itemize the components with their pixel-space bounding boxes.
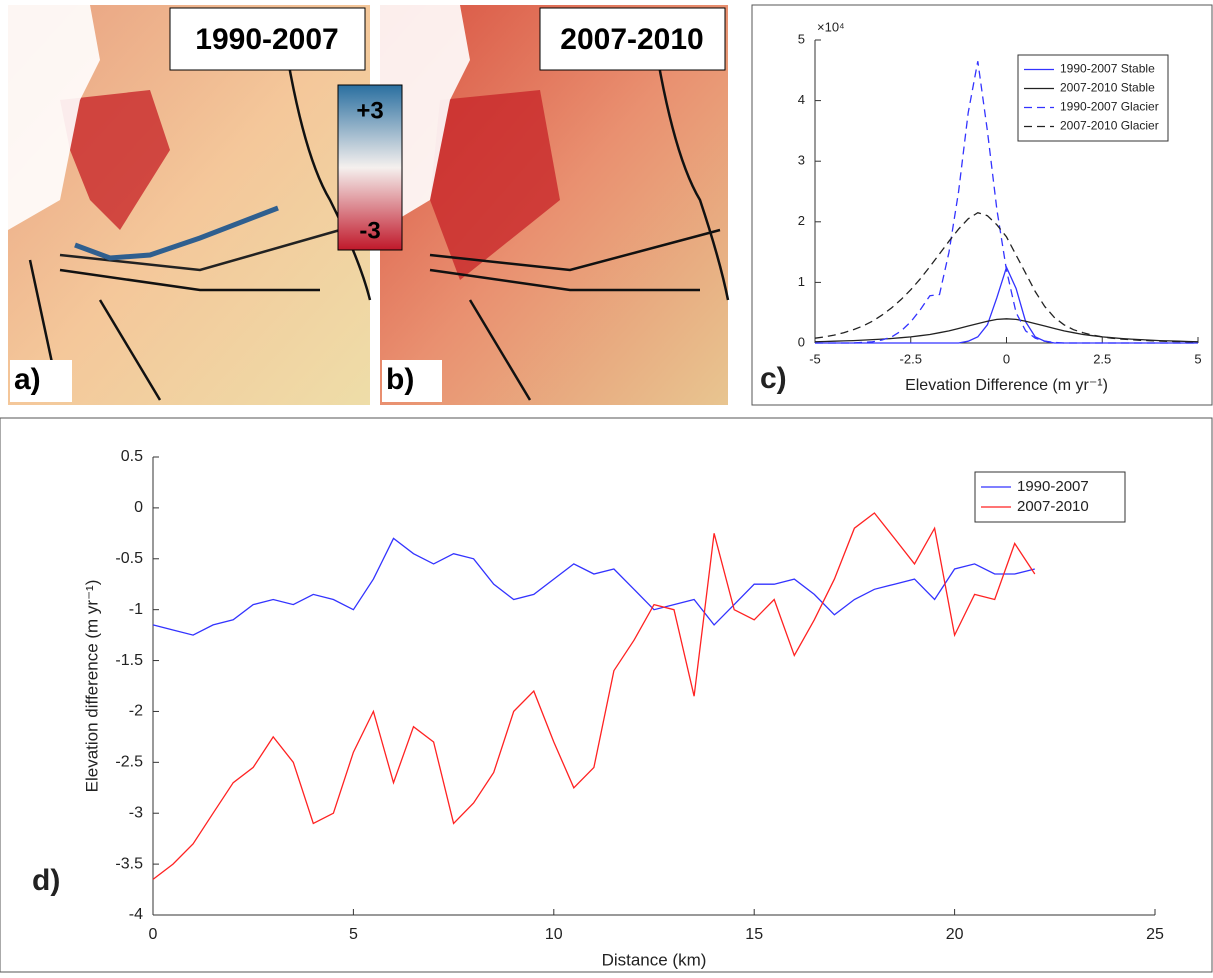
x-tick-label: 2.5 xyxy=(1093,351,1111,366)
x-axis-label: Distance (km) xyxy=(602,950,707,969)
y-tick-label: 3 xyxy=(798,153,805,168)
y-tick-label: 0 xyxy=(134,499,143,516)
x-tick-label: -2.5 xyxy=(900,351,922,366)
panel-label: b) xyxy=(386,363,414,396)
y-tick-label: -3 xyxy=(129,804,143,821)
x-tick-label: -5 xyxy=(809,351,821,366)
x-tick-label: 25 xyxy=(1146,926,1164,943)
legend-label: 1990-2007 xyxy=(1017,478,1089,495)
panel-label: d) xyxy=(32,864,60,897)
y-tick-label: 1 xyxy=(798,274,805,289)
legend-label: 2007-2010 xyxy=(1017,498,1089,515)
colorbar-top: +3 xyxy=(356,97,383,124)
x-tick-label: 5 xyxy=(1194,351,1201,366)
x-tick-label: 5 xyxy=(349,926,358,943)
plot-area xyxy=(153,457,1155,915)
y-tick-label: -2.5 xyxy=(115,754,143,771)
y-tick-label: -1 xyxy=(129,601,143,618)
legend-label: 2007-2010 Stable xyxy=(1060,81,1155,95)
y-tick-label: 0 xyxy=(798,334,805,349)
x-tick-label: 0 xyxy=(1003,351,1010,366)
y-tick-label: -4 xyxy=(129,906,143,923)
x-tick-label: 15 xyxy=(745,926,763,943)
y-axis-label: Elevation difference (m yr⁻¹) xyxy=(82,580,101,793)
legend-label: 1990-2007 Glacier xyxy=(1060,100,1159,114)
legend-label: 1990-2007 Stable xyxy=(1060,62,1155,76)
x-axis-label: Elevation Difference (m yr⁻¹) xyxy=(905,377,1108,394)
legend-label: 2007-2010 Glacier xyxy=(1060,119,1159,133)
y-tick-label: 5 xyxy=(798,31,805,46)
y-tick-label: 2 xyxy=(798,213,805,228)
y-tick-label: -1.5 xyxy=(115,652,143,669)
x-tick-label: 0 xyxy=(149,926,158,943)
figure: +3 -3 1990-2007 2007-2010 a) b) -5 -2.5 0 2… xyxy=(0,0,1213,973)
y-tick-label: 0.5 xyxy=(121,448,143,465)
x-tick-label: 20 xyxy=(946,926,964,943)
y-tick-label: -3.5 xyxy=(115,855,143,872)
panel-label: c) xyxy=(760,362,787,395)
y-tick-label: -2 xyxy=(129,703,143,720)
map-title: 2007-2010 xyxy=(560,23,703,56)
y-multiplier: ×10⁴ xyxy=(817,19,845,34)
map-title: 1990-2007 xyxy=(195,23,338,56)
y-tick-label: -0.5 xyxy=(115,550,143,567)
panel-label: a) xyxy=(14,363,41,396)
colorbar-bottom: -3 xyxy=(359,217,380,244)
y-tick-label: 4 xyxy=(798,92,805,107)
x-tick-label: 10 xyxy=(545,926,563,943)
page: +3 -3 1990-2007 2007-2010 a) b) -5 -2.5 0 2… xyxy=(0,0,1213,973)
